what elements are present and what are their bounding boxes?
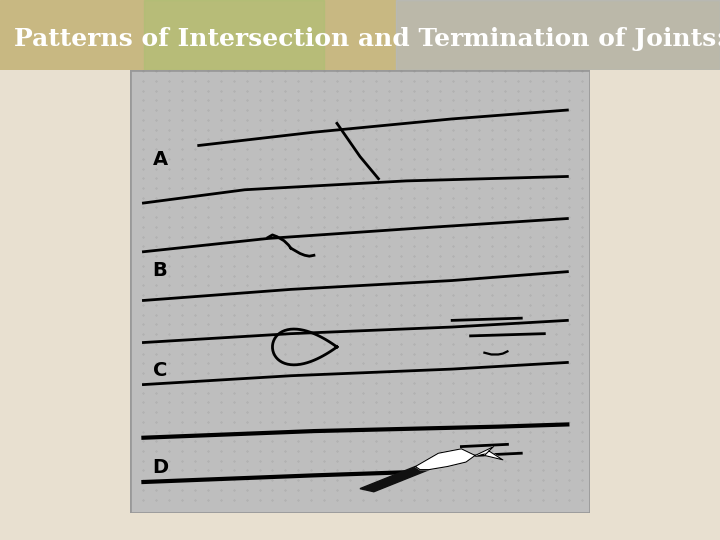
Bar (396, 0, 720, 70)
Text: Patterns of Intersection and Termination of Joints:: Patterns of Intersection and Termination… (14, 26, 720, 51)
Text: A: A (153, 151, 168, 170)
Polygon shape (360, 467, 429, 492)
Bar (144, 0, 324, 70)
Text: D: D (153, 458, 168, 477)
Polygon shape (475, 447, 503, 460)
Text: B: B (153, 261, 167, 280)
Text: C: C (153, 361, 167, 380)
Polygon shape (415, 449, 475, 470)
